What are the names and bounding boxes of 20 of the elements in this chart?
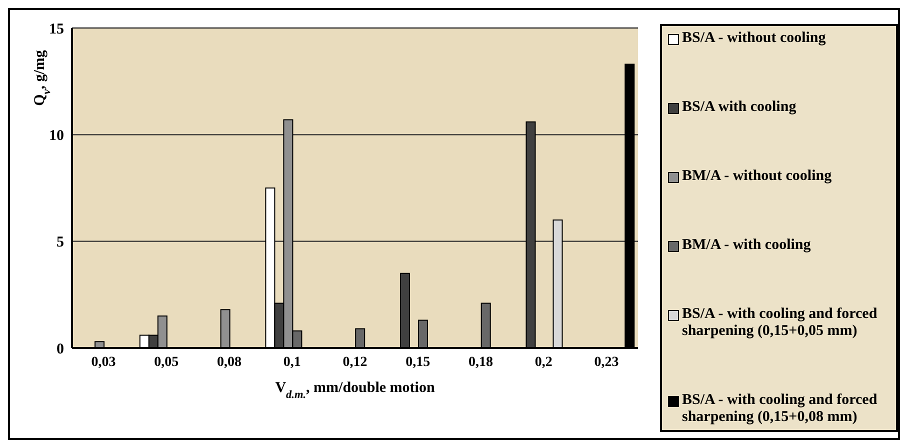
x-tick-label: 0,1	[283, 354, 301, 370]
x-tick-label: 0,23	[594, 354, 619, 370]
x-tick-label: 0,05	[154, 354, 179, 370]
y-tick-label: 15	[49, 21, 64, 38]
legend-label: BM/A - with cooling	[682, 237, 811, 254]
x-axis-title: V$_{d.m.}$, mm/double motion	[275, 380, 436, 401]
legend-label: BS/A - with cooling and forced sharpening (0,15+0,08 mm)	[682, 392, 878, 426]
x-tick-label: 0,18	[468, 354, 494, 370]
y-tick-label: 10	[49, 128, 64, 144]
x-tick-label: 0,15	[406, 354, 430, 370]
x-tick-label: 0,2	[534, 354, 552, 370]
legend-label: BS/A - without cooling	[682, 30, 826, 47]
x-tick-label: 0,03	[91, 354, 116, 370]
y-tick-label: 5	[56, 234, 64, 251]
legend-label: BM/A - without cooling	[682, 168, 832, 185]
legend-label: BS/A with cooling	[682, 99, 796, 116]
x-tick-label: 0,12	[342, 354, 368, 370]
x-tick-label: 0,08	[216, 354, 242, 370]
legend-label: BS/A - with cooling and forced sharpening (0,15+0,05 mm)	[682, 306, 878, 340]
y-tick-label: 0	[56, 341, 64, 358]
